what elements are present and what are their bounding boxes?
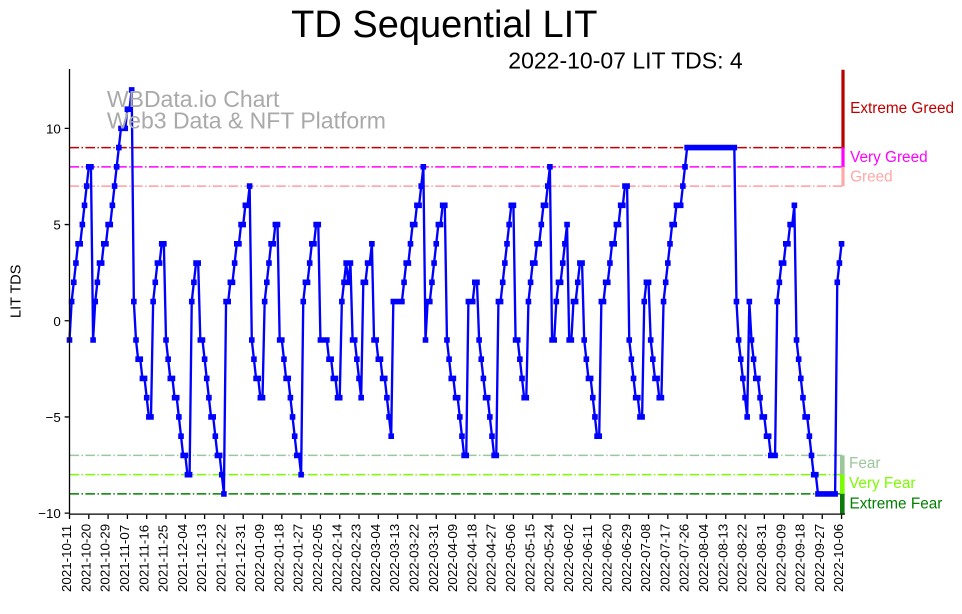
svg-text:TD Sequential LIT: TD Sequential LIT <box>291 4 597 46</box>
svg-text:2022-04-27: 2022-04-27 <box>484 524 499 592</box>
svg-text:2022-02-05: 2022-02-05 <box>310 524 325 592</box>
svg-text:2021-12-13: 2021-12-13 <box>194 524 209 592</box>
svg-text:2022-10-07 LIT TDS: 4: 2022-10-07 LIT TDS: 4 <box>508 47 743 73</box>
svg-text:2022-02-23: 2022-02-23 <box>349 524 364 592</box>
svg-text:2022-03-31: 2022-03-31 <box>426 524 441 592</box>
svg-text:2022-07-17: 2022-07-17 <box>657 524 672 592</box>
svg-text:−10: −10 <box>38 506 61 521</box>
svg-text:2022-09-27: 2022-09-27 <box>812 524 827 592</box>
svg-text:Extreme Fear: Extreme Fear <box>850 495 943 512</box>
svg-text:2022-06-29: 2022-06-29 <box>619 524 634 592</box>
svg-text:2022-01-27: 2022-01-27 <box>291 524 306 592</box>
svg-text:2022-04-09: 2022-04-09 <box>445 524 460 592</box>
svg-text:2022-03-13: 2022-03-13 <box>387 524 402 592</box>
svg-text:2022-06-11: 2022-06-11 <box>580 525 595 592</box>
svg-text:5: 5 <box>53 218 60 233</box>
svg-text:2022-05-06: 2022-05-06 <box>503 524 518 592</box>
svg-text:2022-03-04: 2022-03-04 <box>368 523 383 592</box>
svg-text:Very Greed: Very Greed <box>850 149 928 166</box>
svg-text:2021-12-04: 2021-12-04 <box>175 523 190 592</box>
svg-text:Fear: Fear <box>849 455 881 472</box>
svg-text:2022-09-18: 2022-09-18 <box>793 524 808 592</box>
svg-text:2022-09-09: 2022-09-09 <box>773 524 788 592</box>
svg-text:2022-05-15: 2022-05-15 <box>522 524 537 592</box>
svg-text:2022-07-08: 2022-07-08 <box>638 524 653 592</box>
svg-text:2022-07-26: 2022-07-26 <box>677 524 692 592</box>
svg-text:0: 0 <box>53 314 60 329</box>
svg-text:2022-08-04: 2022-08-04 <box>696 523 711 592</box>
svg-text:2022-05-24: 2022-05-24 <box>542 523 557 592</box>
svg-text:2022-02-14: 2022-02-14 <box>329 523 344 592</box>
svg-text:Greed: Greed <box>850 169 893 186</box>
svg-text:2021-10-20: 2021-10-20 <box>78 524 93 592</box>
svg-text:2021-12-31: 2021-12-31 <box>233 524 248 592</box>
svg-text:2021-11-07: 2021-11-07 <box>117 525 132 592</box>
svg-text:−5: −5 <box>46 410 61 425</box>
svg-text:Web3 Data & NFT Platform: Web3 Data & NFT Platform <box>107 108 386 134</box>
svg-text:Extreme Greed: Extreme Greed <box>850 100 954 117</box>
svg-text:2021-10-11: 2021-10-11 <box>59 525 74 592</box>
svg-text:2022-08-31: 2022-08-31 <box>754 524 769 592</box>
svg-text:2021-10-29: 2021-10-29 <box>98 524 113 592</box>
svg-text:Very Fear: Very Fear <box>849 475 915 492</box>
svg-text:2022-03-22: 2022-03-22 <box>407 524 422 592</box>
svg-text:2022-10-06: 2022-10-06 <box>831 524 846 592</box>
svg-text:2022-06-02: 2022-06-02 <box>561 524 576 592</box>
svg-text:2022-08-22: 2022-08-22 <box>735 524 750 592</box>
svg-text:2021-11-16: 2021-11-16 <box>136 525 151 592</box>
svg-text:2022-01-18: 2022-01-18 <box>271 524 286 592</box>
svg-text:2022-06-20: 2022-06-20 <box>600 524 615 592</box>
svg-text:2022-01-09: 2022-01-09 <box>252 524 267 592</box>
svg-text:WBData.io Chart: WBData.io Chart <box>107 86 280 112</box>
svg-text:2022-04-18: 2022-04-18 <box>464 524 479 592</box>
svg-text:2022-08-13: 2022-08-13 <box>715 524 730 592</box>
svg-text:LIT TDS: LIT TDS <box>8 265 24 318</box>
svg-text:2021-11-25: 2021-11-25 <box>156 525 171 592</box>
svg-text:2021-12-22: 2021-12-22 <box>214 524 229 592</box>
svg-text:10: 10 <box>46 121 61 136</box>
